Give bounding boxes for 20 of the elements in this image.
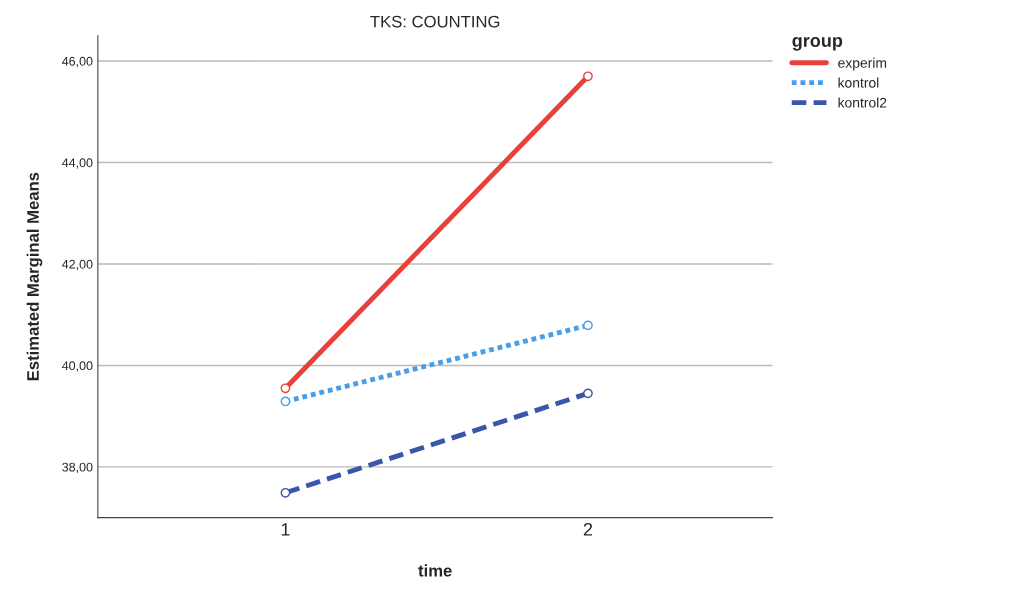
point bbox=[280, 383, 291, 394]
y-tick-label: 44,00 bbox=[62, 158, 93, 169]
chart-title: TKS: COUNTING bbox=[370, 15, 500, 28]
y-tick-label: 40,00 bbox=[62, 361, 93, 372]
y-tick-label: 38,00 bbox=[62, 462, 93, 474]
legend-title: group bbox=[792, 37, 843, 51]
point bbox=[583, 71, 593, 82]
x-tick-label: 2 bbox=[583, 522, 593, 536]
point bbox=[583, 320, 593, 331]
point bbox=[583, 388, 593, 399]
x-axis-title: time bbox=[418, 564, 452, 577]
point bbox=[280, 396, 291, 407]
legend-label: kontrol bbox=[838, 77, 879, 88]
legend-label: kontrol2 bbox=[838, 97, 887, 108]
y-tick-label: 46,00 bbox=[62, 56, 93, 68]
y-axis-title: Estimated Marginal Means bbox=[26, 172, 43, 381]
y-tick-label: 42,00 bbox=[62, 259, 93, 271]
x-tick-label: 1 bbox=[281, 523, 290, 536]
point bbox=[280, 487, 291, 498]
legend-label: experim bbox=[838, 57, 887, 71]
